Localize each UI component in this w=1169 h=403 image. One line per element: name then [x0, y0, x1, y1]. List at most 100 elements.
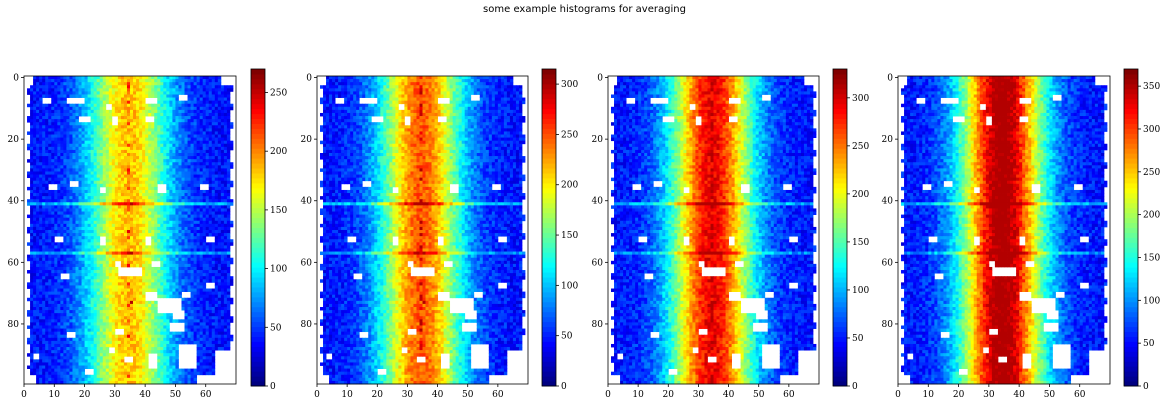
heatmap-cell — [227, 252, 230, 255]
heatmap-cell — [112, 236, 115, 239]
heatmap-cell — [121, 233, 124, 236]
heatmap-cell — [185, 310, 188, 313]
heatmap-cell — [106, 224, 109, 227]
heatmap-cell — [148, 276, 151, 279]
heatmap-cell — [151, 196, 154, 199]
heatmap-cell — [209, 144, 212, 147]
heatmap-cell — [166, 79, 169, 82]
heatmap-cell — [109, 79, 112, 82]
heatmap-cell — [48, 175, 51, 178]
heatmap-cell — [203, 135, 206, 138]
heatmap-cell — [185, 193, 188, 196]
heatmap-cell — [54, 116, 57, 119]
heatmap-cell — [82, 131, 85, 134]
heatmap-cell — [88, 285, 91, 288]
heatmap-cell — [166, 248, 169, 251]
heatmap-cell — [194, 171, 197, 174]
heatmap-cell — [45, 193, 48, 196]
heatmap-cell — [33, 181, 36, 184]
heatmap-cell — [72, 276, 75, 279]
heatmap-cell — [51, 258, 54, 261]
heatmap-cell — [203, 267, 206, 270]
heatmap-cell — [57, 88, 60, 91]
heatmap-cell — [163, 245, 166, 248]
heatmap-cell — [91, 94, 94, 97]
heatmap-cell — [212, 208, 215, 211]
heatmap-cell — [124, 175, 127, 178]
heatmap-cell — [175, 252, 178, 255]
heatmap-cell — [145, 159, 148, 162]
heatmap-cell — [112, 138, 115, 141]
heatmap-cell — [130, 107, 133, 110]
heatmap-cell — [212, 258, 215, 261]
heatmap-cell — [69, 233, 72, 236]
heatmap-cell — [79, 184, 82, 187]
heatmap-cell — [112, 88, 115, 91]
heatmap-cell — [118, 79, 121, 82]
heatmap-cell — [218, 181, 221, 184]
heatmap-cell — [200, 79, 203, 82]
heatmap-cell — [127, 230, 130, 233]
heatmap-cell — [194, 88, 197, 91]
heatmap-cell — [166, 264, 169, 267]
heatmap-cell — [197, 292, 200, 295]
heatmap-cell — [100, 175, 103, 178]
heatmap-cell — [72, 285, 75, 288]
heatmap-cell — [175, 116, 178, 119]
heatmap-cell — [115, 208, 118, 211]
heatmap-cell — [115, 245, 118, 248]
heatmap-cell — [172, 258, 175, 261]
heatmap-cell — [85, 82, 88, 85]
heatmap-cell — [133, 258, 136, 261]
heatmap-cell — [215, 190, 218, 193]
heatmap-cell — [79, 279, 82, 282]
heatmap-cell — [230, 104, 233, 107]
heatmap-cell — [160, 168, 163, 171]
heatmap-cell — [115, 91, 118, 94]
heatmap-cell — [69, 187, 72, 190]
heatmap-cell — [215, 122, 218, 125]
heatmap-cell — [121, 218, 124, 221]
heatmap-cell — [142, 289, 145, 292]
heatmap-cell — [88, 104, 91, 107]
heatmap-cell — [188, 221, 191, 224]
heatmap-cell — [36, 264, 39, 267]
heatmap-cell — [88, 193, 91, 196]
heatmap-cell — [79, 221, 82, 224]
heatmap-cell — [79, 76, 82, 79]
heatmap-cell — [91, 184, 94, 187]
heatmap-cell — [197, 187, 200, 190]
heatmap-cell — [136, 205, 139, 208]
heatmap-cell — [97, 252, 100, 255]
heatmap-cell — [221, 116, 224, 119]
heatmap-cell — [203, 295, 206, 298]
heatmap-cell — [36, 98, 39, 101]
heatmap-cell — [79, 94, 82, 97]
heatmap-cell — [142, 181, 145, 184]
heatmap-cell — [130, 212, 133, 215]
heatmap-cell — [85, 135, 88, 138]
heatmap-cell — [106, 116, 109, 119]
heatmap-cell — [142, 233, 145, 236]
heatmap-cell — [66, 236, 69, 239]
heatmap-cell — [106, 258, 109, 261]
heatmap-cell — [191, 141, 194, 144]
heatmap-cell — [106, 85, 109, 88]
heatmap-cell — [75, 221, 78, 224]
heatmap-cell — [103, 144, 106, 147]
heatmap-cell — [200, 285, 203, 288]
heatmap-cell — [160, 165, 163, 168]
heatmap-cell — [203, 82, 206, 85]
heatmap-cell — [221, 181, 224, 184]
heatmap-cell — [42, 119, 45, 122]
heatmap-cell — [160, 101, 163, 104]
heatmap-cell — [136, 310, 139, 313]
heatmap-cell — [194, 181, 197, 184]
heatmap-cell — [124, 153, 127, 156]
heatmap-cell — [54, 215, 57, 218]
heatmap-cell — [36, 292, 39, 295]
heatmap-cell — [154, 276, 157, 279]
heatmap-cell — [230, 279, 233, 282]
heatmap-cell — [148, 178, 151, 181]
heatmap-cell — [75, 144, 78, 147]
